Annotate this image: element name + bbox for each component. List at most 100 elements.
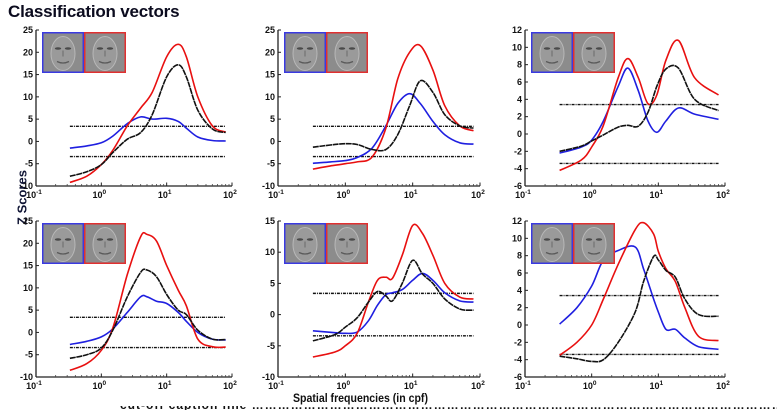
series-line-red — [312, 223, 474, 358]
y-tick-label: 25 — [23, 216, 33, 226]
panel-row2-col2: -10 -5 0 5 10 15 10-1 100 101 102 — [262, 216, 485, 391]
y-tick-label: 0 — [517, 320, 522, 330]
y-tick-label: 12 — [512, 216, 522, 226]
face-inset-red — [573, 32, 615, 73]
mouth-icon — [56, 251, 70, 255]
eye-icon — [306, 47, 314, 50]
eye-icon — [64, 238, 72, 241]
inset-border — [42, 32, 84, 73]
y-tick-label: -5 — [25, 350, 33, 360]
y-tick-label: 12 — [512, 25, 522, 35]
eye-icon — [553, 238, 561, 241]
x-tick-label: 102 — [716, 189, 730, 200]
x-tick-label: 102 — [223, 380, 237, 391]
eye-icon — [348, 238, 356, 241]
face-inset-blue — [531, 223, 573, 264]
x-tick-label: 100 — [93, 380, 107, 391]
x-tick-label: 10-1 — [515, 189, 531, 200]
x-tick-label: 102 — [471, 189, 485, 200]
inset-border — [42, 223, 84, 264]
panel-row1-col3: -6 -4 -2 0 2 4 6 8 10 12 10-1 100 101 102 — [512, 25, 730, 200]
mouth-icon — [298, 60, 312, 64]
series-line-blue — [312, 92, 474, 165]
inset-border — [573, 32, 615, 73]
cut-off-caption: cut-off caption line …………………………………………………… — [120, 406, 777, 410]
eye-icon — [96, 238, 104, 241]
y-tick-label: 5 — [270, 114, 275, 124]
eye-icon — [585, 47, 593, 50]
y-tick-label: -5 — [267, 159, 275, 169]
face-inset-red — [326, 32, 368, 73]
y-tick-label: 20 — [23, 238, 33, 248]
x-tick-label: 10-1 — [268, 380, 284, 391]
face-inset-red — [326, 223, 368, 264]
caption-fragment: cut-off caption line …………………………………………………… — [120, 406, 777, 410]
y-tick-label: -6 — [514, 372, 522, 382]
inset-border — [84, 32, 126, 73]
y-tick-label: 0 — [270, 136, 275, 146]
x-tick-label: 10-1 — [26, 189, 42, 200]
inset-border — [84, 223, 126, 264]
series-line-black — [312, 79, 474, 152]
face-inset-red — [84, 32, 126, 73]
y-tick-label: -4 — [514, 164, 522, 174]
x-axis-label: Spatial frequencies (in cpf) — [293, 391, 428, 405]
y-tick-label: 5 — [28, 305, 33, 315]
series-line-black — [559, 254, 719, 363]
eye-icon — [296, 47, 304, 50]
x-tick-label: 102 — [223, 189, 237, 200]
y-tick-label: 10 — [265, 92, 275, 102]
y-tick-label: -6 — [514, 181, 522, 191]
inset-border — [573, 223, 615, 264]
eye-icon — [306, 238, 314, 241]
x-tick-label: 101 — [404, 189, 418, 200]
y-tick-label: 10 — [23, 283, 33, 293]
y-tick-label: 15 — [23, 70, 33, 80]
y-tick-label: -10 — [20, 181, 33, 191]
y-tick-label: 2 — [517, 303, 522, 313]
y-tick-label: -5 — [25, 159, 33, 169]
eye-icon — [348, 47, 356, 50]
y-tick-label: 25 — [265, 25, 275, 35]
panel-row1-col2: -10 -5 0 5 10 15 20 25 10-1 100 101 102 — [262, 25, 485, 200]
face-inset-red — [573, 223, 615, 264]
y-tick-label: -2 — [514, 337, 522, 347]
x-tick-label: 100 — [583, 380, 597, 391]
series-line-blue — [69, 115, 226, 149]
y-tick-label: 25 — [23, 25, 33, 35]
inset-border — [284, 223, 326, 264]
x-tick-label: 100 — [337, 189, 351, 200]
face-inset-blue — [42, 32, 84, 73]
series-line-black — [312, 259, 474, 342]
face-inset-blue — [284, 32, 326, 73]
eye-icon — [54, 47, 62, 50]
mouth-icon — [587, 60, 601, 64]
y-tick-label: -10 — [20, 372, 33, 382]
eye-icon — [553, 47, 561, 50]
x-tick-label: 10-1 — [515, 380, 531, 391]
eye-icon — [96, 47, 104, 50]
eye-icon — [543, 47, 551, 50]
eye-icon — [64, 47, 72, 50]
eye-icon — [338, 47, 346, 50]
y-tick-label: -10 — [262, 181, 275, 191]
inset-border — [326, 32, 368, 73]
y-tick-label: 4 — [517, 285, 522, 295]
mouth-icon — [98, 60, 112, 64]
eye-icon — [338, 238, 346, 241]
face-inset-blue — [284, 223, 326, 264]
x-tick-label: 101 — [158, 380, 172, 391]
mouth-icon — [545, 251, 559, 255]
mouth-icon — [587, 251, 601, 255]
eye-icon — [595, 238, 603, 241]
face-inset-blue — [531, 32, 573, 73]
mouth-icon — [56, 60, 70, 64]
panel-row1-col1: -10 -5 0 5 10 15 20 25 10-1 100 101 102 — [20, 25, 237, 200]
series-line-black — [559, 64, 719, 153]
mouth-icon — [298, 251, 312, 255]
series-line-red — [69, 231, 226, 372]
y-tick-label: 10 — [23, 92, 33, 102]
x-tick-label: 101 — [404, 380, 418, 391]
x-tick-label: 100 — [337, 380, 351, 391]
